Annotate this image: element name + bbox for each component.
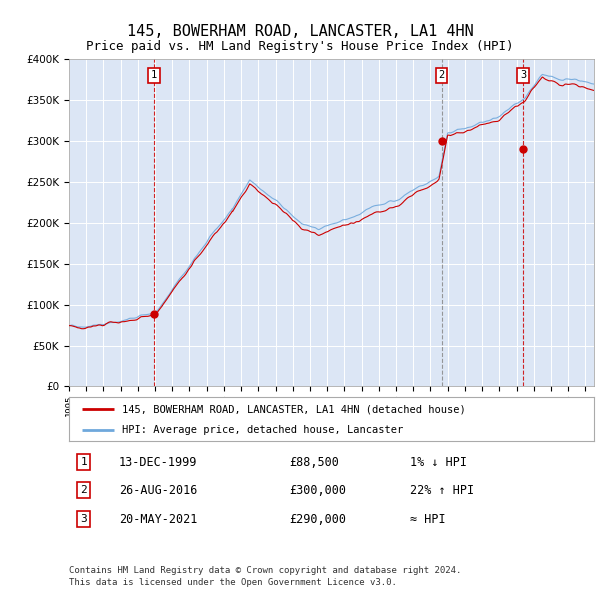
Text: £290,000: £290,000 bbox=[290, 513, 347, 526]
Text: 26-AUG-2016: 26-AUG-2016 bbox=[119, 484, 197, 497]
Text: 3: 3 bbox=[520, 70, 526, 80]
Text: 2: 2 bbox=[80, 486, 87, 495]
Text: £88,500: £88,500 bbox=[290, 456, 340, 469]
Text: 20-MAY-2021: 20-MAY-2021 bbox=[119, 513, 197, 526]
Text: 3: 3 bbox=[80, 514, 87, 524]
Text: £300,000: £300,000 bbox=[290, 484, 347, 497]
Text: 1% ↓ HPI: 1% ↓ HPI bbox=[410, 456, 467, 469]
Text: 1: 1 bbox=[80, 457, 87, 467]
Text: 2: 2 bbox=[439, 70, 445, 80]
Text: 13-DEC-1999: 13-DEC-1999 bbox=[119, 456, 197, 469]
Text: Contains HM Land Registry data © Crown copyright and database right 2024.
This d: Contains HM Land Registry data © Crown c… bbox=[69, 566, 461, 587]
Text: HPI: Average price, detached house, Lancaster: HPI: Average price, detached house, Lanc… bbox=[121, 425, 403, 435]
Text: ≈ HPI: ≈ HPI bbox=[410, 513, 446, 526]
Text: 145, BOWERHAM ROAD, LANCASTER, LA1 4HN: 145, BOWERHAM ROAD, LANCASTER, LA1 4HN bbox=[127, 24, 473, 38]
Text: 22% ↑ HPI: 22% ↑ HPI bbox=[410, 484, 475, 497]
Text: 145, BOWERHAM ROAD, LANCASTER, LA1 4HN (detached house): 145, BOWERHAM ROAD, LANCASTER, LA1 4HN (… bbox=[121, 405, 465, 414]
Text: Price paid vs. HM Land Registry's House Price Index (HPI): Price paid vs. HM Land Registry's House … bbox=[86, 40, 514, 53]
Text: 1: 1 bbox=[151, 70, 157, 80]
